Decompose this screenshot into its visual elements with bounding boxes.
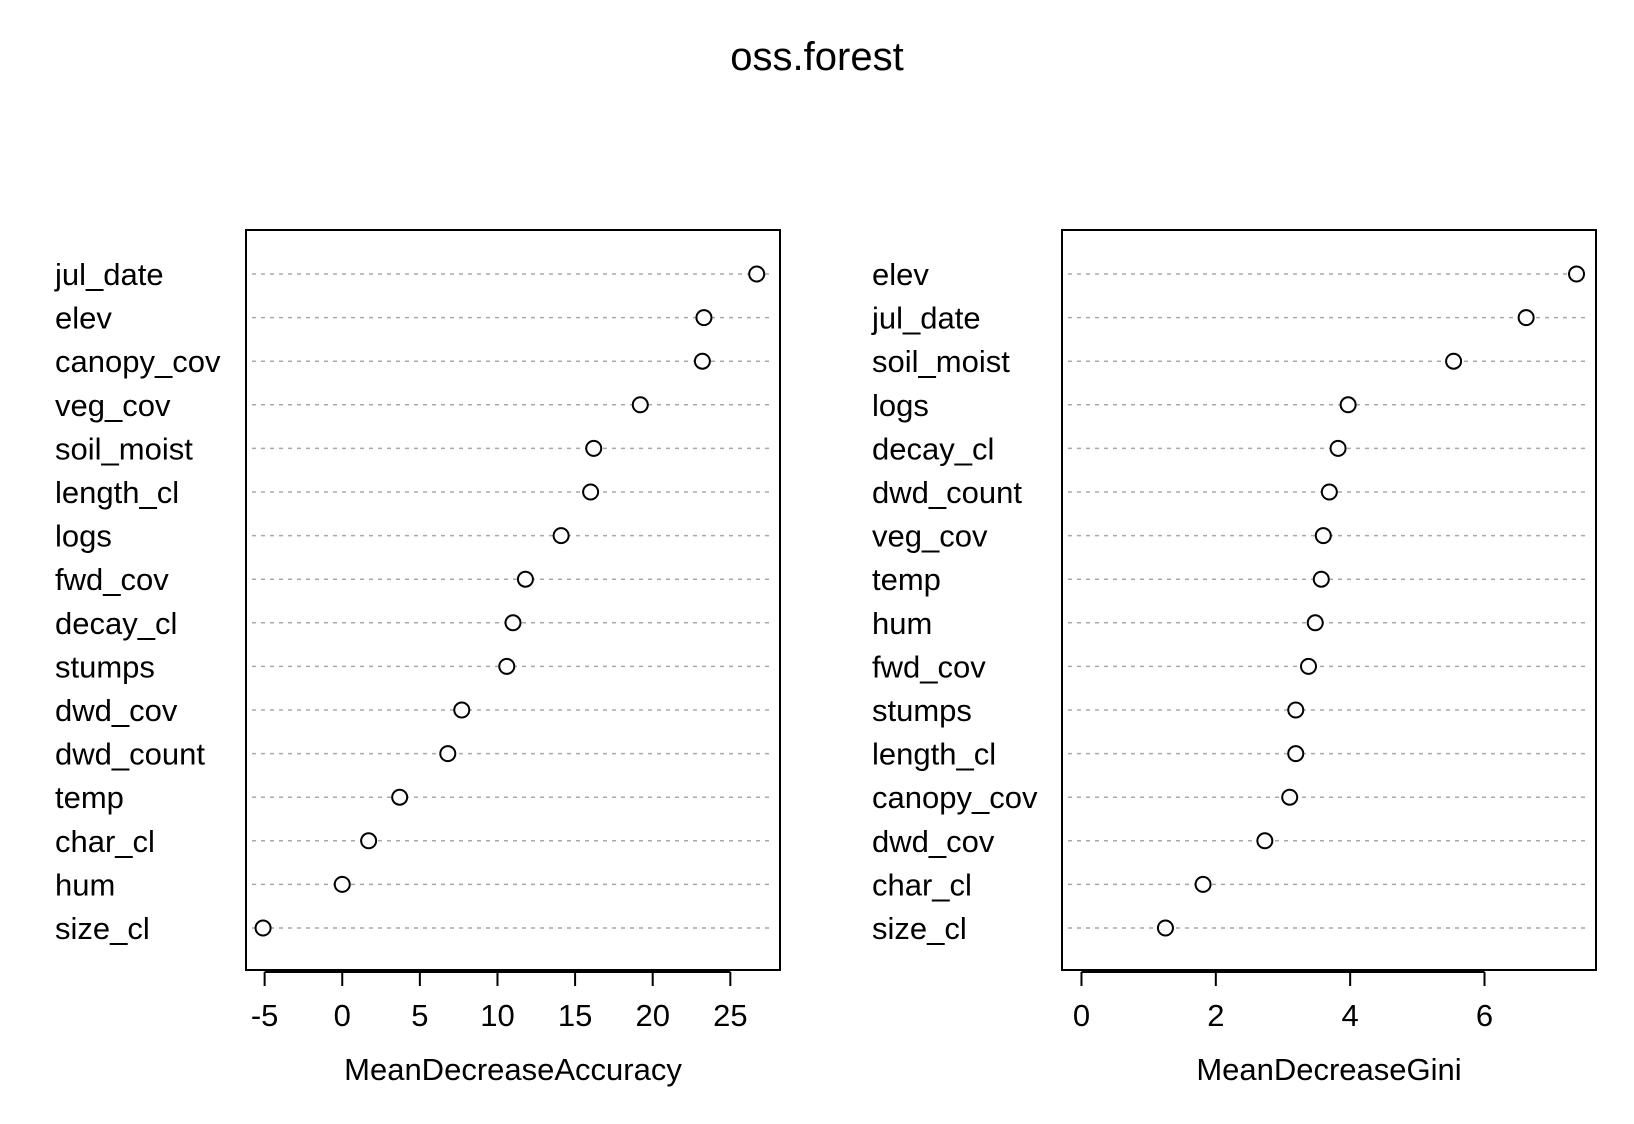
variable-label: size_cl [55,911,150,946]
variable-label: hum [55,867,115,902]
variable-label: dwd_cov [55,693,178,728]
variable-label: soil_moist [55,431,193,466]
data-point [1194,875,1212,893]
data-point [333,875,351,893]
variable-label: elev [872,257,929,292]
data-point [1281,788,1299,806]
data-point [1300,657,1318,675]
x-tick-label: 15 [558,998,592,1033]
data-point [582,483,600,501]
variable-label: temp [872,562,941,597]
variable-label: dwd_count [55,737,205,772]
data-point [498,657,516,675]
variable-label: size_cl [872,911,967,946]
variable-label: char_cl [55,824,155,859]
variable-label: dwd_count [872,475,1022,510]
x-tick-label: 20 [635,998,669,1033]
variable-label: hum [872,606,932,641]
x-tick-label: -5 [251,998,279,1033]
variable-label: decay_cl [55,606,177,641]
variable-label: stumps [55,649,155,684]
x-tick-label: 2 [1207,998,1224,1033]
variable-label: canopy_cov [55,344,221,379]
data-point [695,309,713,327]
data-point [631,396,649,414]
data-point [1329,439,1347,457]
x-tick-label: 5 [411,998,428,1033]
data-point [1320,483,1338,501]
variable-label: fwd_cov [55,562,169,597]
data-point [360,832,378,850]
data-point [1568,265,1586,283]
x-tick-label: 25 [713,998,747,1033]
x-tick-label: 6 [1476,998,1493,1033]
x-axis-title: MeanDecreaseAccuracy [344,1052,682,1087]
variable-label: soil_moist [872,344,1010,379]
variable-label: stumps [872,693,972,728]
variable-label: veg_cov [55,388,171,423]
variable-label: elev [55,301,112,336]
variable-label: logs [55,519,112,554]
data-point [585,439,603,457]
variable-label: dwd_cov [872,824,995,859]
x-tick-label: 4 [1342,998,1359,1033]
x-axis-title: MeanDecreaseGini [1196,1052,1461,1087]
variable-label: fwd_cov [872,649,986,684]
data-point [1287,745,1305,763]
variable-label: jul_date [871,301,981,336]
chart-title: oss.forest [730,35,903,79]
x-tick-label: 10 [480,998,514,1033]
data-point [504,614,522,632]
x-tick-label: 0 [334,998,351,1033]
variable-label: temp [55,780,124,815]
variable-label: length_cl [55,475,179,510]
data-point [1314,527,1332,545]
variable-label: canopy_cov [872,780,1038,815]
data-point [1445,352,1463,370]
data-point [1156,919,1174,937]
data-point [1256,832,1274,850]
variable-label: length_cl [872,737,996,772]
data-point [1312,570,1330,588]
data-point [748,265,766,283]
variable-label: logs [872,388,929,423]
data-point [693,352,711,370]
data-point [1339,396,1357,414]
data-point [1517,309,1535,327]
data-point [516,570,534,588]
data-point [391,788,409,806]
variable-label: char_cl [872,867,972,902]
variable-label: veg_cov [872,519,988,554]
data-point [453,701,471,719]
data-point [552,527,570,545]
data-point [1306,614,1324,632]
plot-frame [1061,229,1597,971]
plot-frame [245,229,781,971]
variable-label: decay_cl [872,431,994,466]
variable-label: jul_date [54,257,164,292]
data-point [254,919,272,937]
data-point [1287,701,1305,719]
x-tick-label: 0 [1073,998,1090,1033]
data-point [439,745,457,763]
